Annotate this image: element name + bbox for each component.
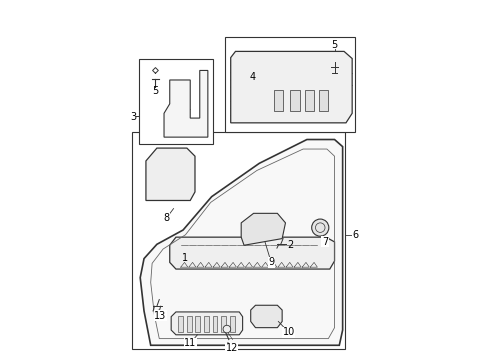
- Bar: [204, 316, 209, 332]
- Text: 3: 3: [130, 112, 137, 122]
- Bar: [178, 316, 183, 332]
- Polygon shape: [241, 213, 286, 245]
- Polygon shape: [140, 140, 343, 345]
- Bar: [290, 90, 300, 111]
- Text: 9: 9: [268, 257, 274, 267]
- Circle shape: [223, 325, 231, 333]
- Polygon shape: [171, 312, 243, 335]
- Bar: [273, 90, 283, 111]
- Bar: [187, 316, 192, 332]
- Text: 4: 4: [249, 72, 255, 82]
- Text: 8: 8: [163, 213, 170, 223]
- Bar: [225, 37, 355, 132]
- Bar: [196, 316, 200, 332]
- Text: 10: 10: [283, 327, 295, 337]
- Polygon shape: [251, 305, 282, 328]
- Text: 1: 1: [182, 253, 189, 263]
- Bar: [221, 316, 226, 332]
- Bar: [213, 316, 218, 332]
- Bar: [230, 316, 235, 332]
- Text: 12: 12: [225, 343, 238, 353]
- Bar: [139, 59, 213, 144]
- Text: 6: 6: [352, 230, 359, 240]
- Text: 5: 5: [331, 40, 338, 50]
- Text: 5: 5: [152, 86, 159, 96]
- Text: 13: 13: [154, 311, 166, 321]
- Polygon shape: [231, 51, 352, 123]
- Bar: [319, 90, 328, 111]
- Polygon shape: [170, 237, 335, 269]
- Bar: [132, 132, 345, 349]
- Bar: [305, 90, 314, 111]
- Polygon shape: [164, 71, 208, 137]
- Text: 2: 2: [287, 240, 294, 250]
- Polygon shape: [146, 148, 195, 201]
- Circle shape: [312, 219, 329, 236]
- Text: 11: 11: [184, 338, 196, 348]
- Text: 7: 7: [322, 237, 328, 247]
